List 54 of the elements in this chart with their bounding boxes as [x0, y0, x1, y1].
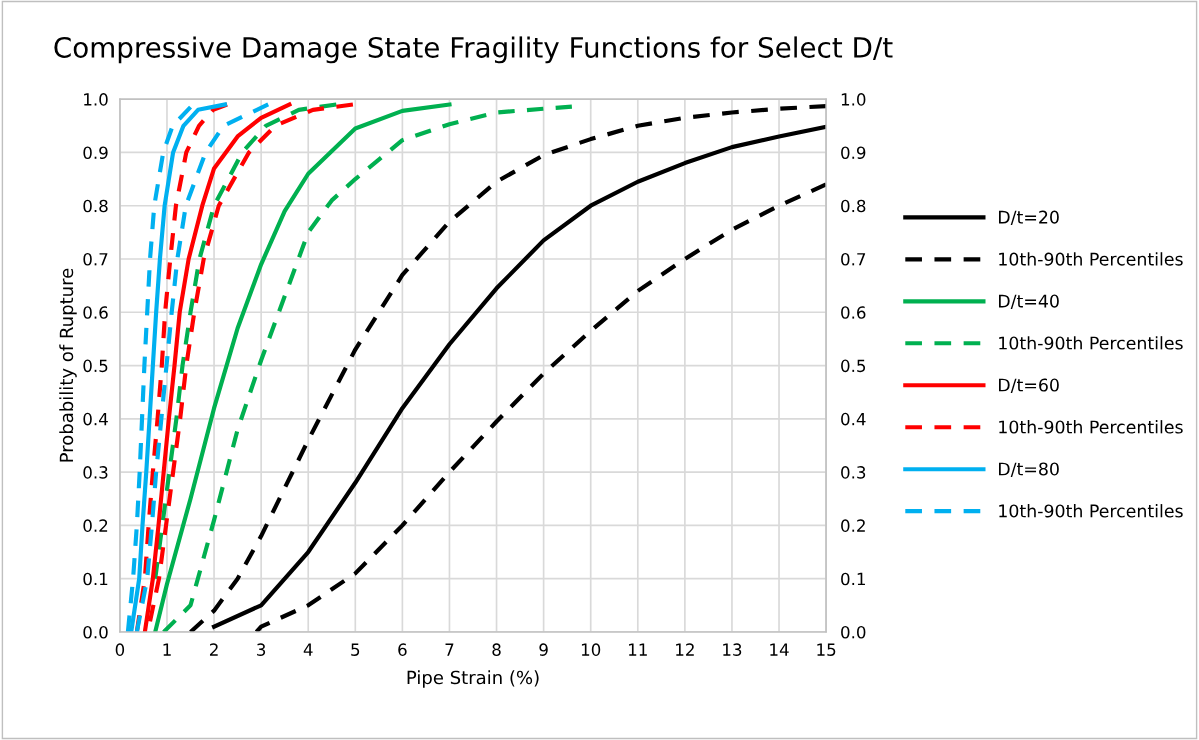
line-series — [161, 104, 574, 632]
chart-title: Compressive Damage State Fragility Functions for Select D/t — [54, 36, 893, 64]
x-tick-label: 8 — [492, 643, 501, 656]
x-tick-label: 7 — [445, 643, 454, 656]
legend-label: 10th-90th Percentiles — [999, 420, 1183, 434]
y-tick-label: 1.0 — [84, 93, 108, 106]
x-tick-label: 12 — [676, 643, 694, 656]
y-tick-label: 0.7 — [83, 252, 108, 266]
y-tick-label: 0.8 — [83, 199, 108, 213]
x-tick-label: 4 — [303, 643, 313, 656]
line-series — [153, 102, 452, 632]
x-tick-label: 3 — [257, 643, 266, 656]
legend-label: 10th-90th Percentiles — [999, 252, 1183, 266]
y2-tick-label: 0.2 — [841, 519, 865, 532]
y-tick-label: 0.0 — [83, 625, 108, 639]
line-series — [153, 102, 339, 581]
line-series — [134, 102, 271, 632]
y-tick-label: 0.1 — [83, 572, 108, 586]
x-axis-title: Pipe Strain (%) — [407, 670, 539, 688]
legend-label: D/t=80 — [999, 462, 1059, 477]
x-tick-label: 0 — [115, 643, 125, 656]
y-tick-label: 0.6 — [83, 306, 108, 319]
x-tick-label: 6 — [398, 643, 407, 656]
x-tick-label: 10 — [581, 643, 601, 656]
y-axis-title: Probability of Rupture — [59, 268, 77, 462]
y2-tick-label: 0.6 — [841, 306, 866, 319]
y2-tick-label: 0.8 — [841, 199, 866, 213]
y2-tick-label: 0.9 — [841, 146, 866, 160]
y2-tick-label: 0.3 — [841, 466, 866, 479]
x-tick-label: 15 — [817, 643, 836, 656]
x-tick-label: 2 — [209, 643, 218, 656]
y-tick-label: 0.9 — [83, 146, 108, 160]
x-tick-label: 9 — [539, 643, 548, 656]
x-tick-label: 1 — [163, 643, 171, 656]
legend-label: 10th-90th Percentiles — [999, 336, 1183, 350]
x-tick-label: 14 — [770, 643, 789, 656]
x-tick-label: 5 — [351, 643, 360, 656]
y-tick-label: 0.5 — [83, 359, 108, 373]
legend-label: D/t=20 — [999, 210, 1059, 226]
legend-label: D/t=40 — [999, 294, 1059, 309]
y-tick-label: 0.2 — [83, 519, 108, 532]
y2-tick-label: 0.1 — [841, 572, 865, 586]
y2-tick-label: 1.0 — [841, 93, 866, 106]
y2-tick-label: 0.4 — [841, 412, 866, 426]
x-tick-label: 11 — [629, 643, 647, 656]
y2-tick-label: 0.7 — [841, 252, 866, 266]
line-series — [254, 182, 827, 632]
y2-tick-label: 0.5 — [841, 359, 866, 373]
y2-tick-label: 0.0 — [841, 625, 866, 639]
legend-label: 10th-90th Percentiles — [999, 504, 1183, 518]
x-tick-label: 13 — [723, 643, 742, 656]
y-tick-label: 0.4 — [83, 412, 108, 426]
y-tick-label: 0.3 — [83, 466, 108, 479]
legend-label: D/t=60 — [999, 378, 1059, 393]
